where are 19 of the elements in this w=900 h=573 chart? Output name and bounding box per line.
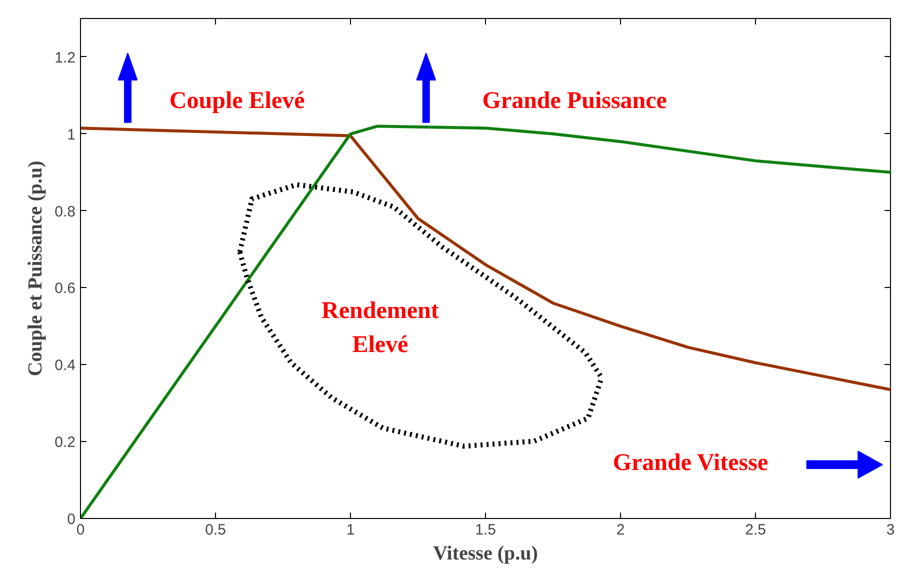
y-tick-label: 1 [67, 126, 76, 144]
y-tick-label: 0 [67, 511, 76, 528]
x-axis-title: Vitesse (p.u) [433, 542, 538, 564]
y-tick-label: 0.8 [54, 203, 76, 220]
x-tick-label: 0.5 [205, 522, 226, 538]
x-tick-label: 3 [886, 522, 895, 538]
x-tick-label: 1 [346, 522, 355, 538]
annotation: Grande Puissance [482, 88, 668, 114]
x-tick-label: 2 [616, 522, 625, 538]
x-tick-label: 2.5 [745, 522, 766, 538]
x-tick-label: 1.5 [475, 522, 496, 538]
y-axis-title: Couple et Puissance (p.u) [24, 160, 47, 376]
y-tick-label: 0.4 [54, 357, 76, 374]
annotation: Rendement Elevé [322, 298, 439, 358]
y-tick-label: 1.2 [54, 49, 76, 66]
y-tick-label: 0.6 [54, 280, 76, 298]
annotation: Couple Elevé [169, 88, 306, 114]
y-tick-label: 0.2 [54, 434, 76, 452]
annotation: Grande Vitesse [612, 450, 768, 476]
